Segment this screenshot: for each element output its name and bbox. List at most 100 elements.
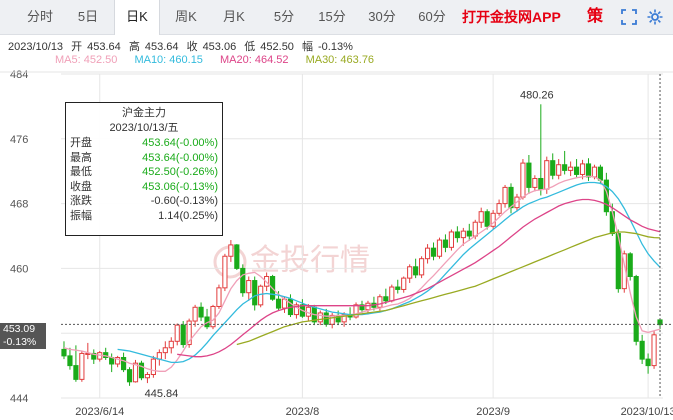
candle-body: [192, 306, 198, 322]
tooltip-row-open: 开盘 453.64(-0.00%): [70, 137, 218, 149]
candle-body: [460, 230, 466, 239]
info-close: 453.06: [202, 41, 237, 53]
candle-body: [293, 304, 300, 316]
candle-body: [132, 362, 139, 383]
y-tick-label: 444: [10, 393, 28, 405]
x-tick-label: 2023/8: [286, 406, 320, 418]
candle-body: [478, 211, 484, 223]
annotation-label: 480.26: [520, 89, 554, 101]
candle-body: [115, 357, 121, 365]
ohlc-info-row: 2023/10/13 开 453.64 高 453.64 收 453.06 低 452.…: [8, 38, 358, 54]
tab-60min[interactable]: 60分: [418, 9, 446, 24]
candle-body: [162, 347, 168, 354]
candle-body: [496, 203, 502, 214]
tab-30min[interactable]: 30分: [368, 9, 396, 24]
info-high-label: 高: [128, 41, 140, 53]
candle-body: [234, 244, 240, 269]
ma-line-ma5: [63, 175, 661, 372]
candle-body: [436, 239, 443, 257]
x-tick-label: 2023/9: [476, 406, 510, 418]
candle-body: [579, 163, 586, 175]
ma20-legend: MA20: 464.52: [220, 54, 289, 66]
candle-body: [365, 302, 371, 311]
candle-body: [502, 186, 508, 205]
info-high: 453.64: [144, 41, 179, 53]
tooltip-title: 沪金主力: [122, 107, 166, 119]
ma-line-ma20: [177, 198, 661, 358]
info-low-label: 低: [244, 41, 256, 53]
tab-intraday[interactable]: 分时: [26, 9, 53, 24]
tooltip-row-close: 收盘 453.06(-0.13%): [70, 180, 218, 193]
candle-body: [627, 253, 633, 278]
candle-body: [198, 306, 204, 318]
candle-body: [138, 362, 145, 379]
ma-line-ma30: [236, 231, 661, 346]
ma10-legend: MA10: 460.15: [134, 54, 203, 66]
candle-body: [454, 231, 460, 239]
tab-5day[interactable]: 5日: [77, 9, 99, 24]
candle-body: [603, 179, 609, 213]
tab-daily-k[interactable]: 日K: [114, 0, 160, 35]
candle-body: [466, 230, 472, 237]
current-price-marker: 453.09: [0, 323, 46, 336]
candle-body: [442, 239, 449, 248]
info-date: 2023/10/13: [8, 41, 64, 53]
candle-body: [639, 340, 645, 360]
settings-icon[interactable]: [646, 8, 664, 26]
tooltip-row-high: 最高 453.64(-0.00%): [70, 151, 218, 164]
tab-15min[interactable]: 15分: [318, 9, 346, 24]
candle-body: [240, 267, 246, 294]
candle-body: [472, 221, 478, 237]
info-close-label: 收: [186, 41, 198, 53]
candle-body: [383, 296, 389, 302]
candle-body: [210, 305, 216, 328]
candle-body: [401, 277, 407, 290]
y-tick-label: 468: [10, 199, 28, 211]
info-open-label: 开: [71, 41, 83, 53]
candle-body: [174, 324, 180, 342]
candle-body: [651, 334, 657, 367]
tooltip-row-amplitude: 振幅 1.14(0.25%): [70, 209, 218, 222]
candle-body: [329, 314, 335, 325]
candle-body: [550, 160, 556, 176]
candle-body: [61, 348, 67, 357]
candle-body: [573, 166, 580, 175]
candle-body: [389, 286, 395, 302]
ma30-legend: MA30: 463.76: [305, 54, 375, 66]
tab-weekly-k[interactable]: 周K: [175, 9, 197, 24]
candle-body: [448, 231, 454, 248]
candle-body: [490, 212, 496, 227]
watermark-text: 金投行情: [250, 243, 370, 278]
candle-body: [216, 287, 222, 307]
candle-body: [645, 358, 651, 367]
y-tick-label: 460: [10, 263, 28, 275]
candle-body: [144, 374, 151, 379]
info-low: 452.50: [260, 41, 294, 53]
open-app-link[interactable]: 打开金投网APP: [462, 9, 561, 25]
fullscreen-icon[interactable]: [620, 8, 638, 26]
strategy-link[interactable]: 策: [587, 8, 604, 25]
tooltip-row-change: 涨跌 -0.60(-0.13%): [70, 195, 218, 207]
info-amp: -0.13%: [318, 41, 353, 53]
candle-body: [222, 255, 228, 289]
candle-body: [556, 164, 562, 176]
candle-body: [186, 320, 192, 346]
candle-body: [484, 211, 490, 227]
candle-body: [246, 280, 252, 294]
candle-body: [532, 177, 538, 188]
candle-body: [228, 244, 234, 257]
tooltip-row-low: 最低 452.50(-0.26%): [70, 166, 218, 178]
period-tab-bar: 分时 5日 日K 周K 月K 5分 15分 30分 60分 打开金投网APP 策: [0, 0, 673, 35]
info-open: 453.64: [87, 41, 121, 53]
candle-body: [520, 162, 526, 198]
tab-5min[interactable]: 5分: [273, 9, 295, 24]
candle-body: [317, 312, 323, 323]
candle-body: [597, 166, 604, 181]
candle-tooltip: 沪金主力 2023/10/13/五 开盘 453.64(-0.00%) 最高 453…: [65, 102, 223, 236]
tab-monthly-k[interactable]: 月K: [223, 9, 245, 24]
y-tick-label: 476: [10, 134, 28, 146]
tooltip-date: 2023/10/13/五: [109, 122, 179, 134]
candle-body: [359, 304, 365, 311]
candle-body: [341, 314, 347, 323]
candle-body: [419, 258, 425, 276]
